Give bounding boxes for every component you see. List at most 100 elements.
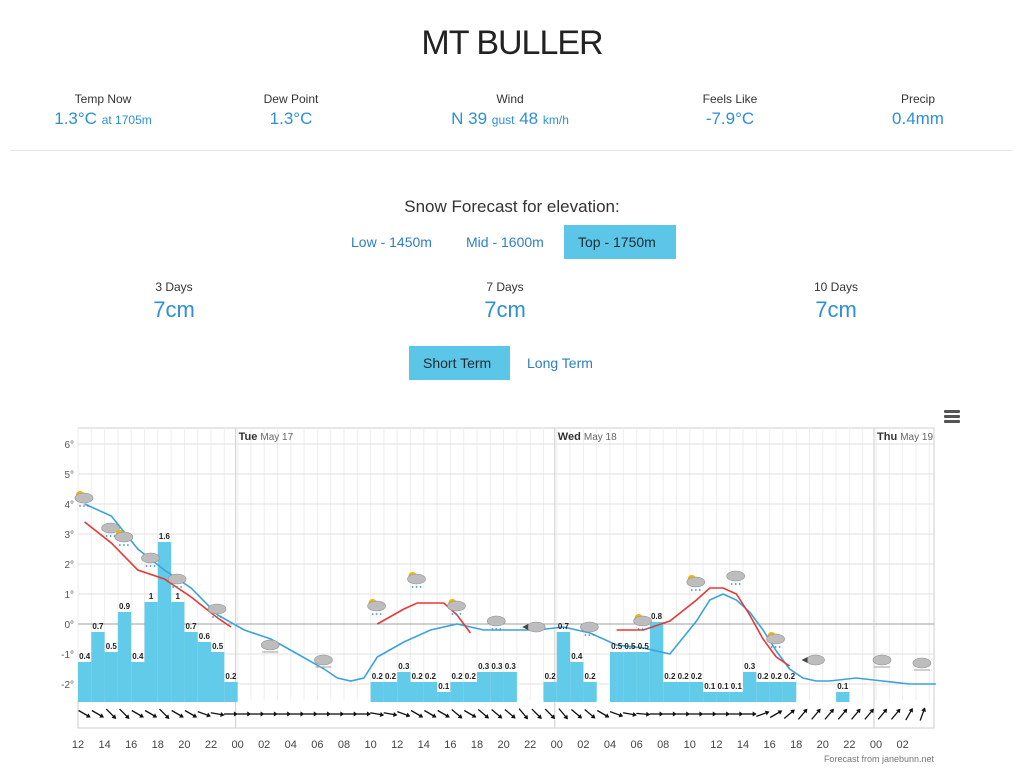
x-tick-label: 08 — [657, 739, 669, 751]
wind-arrow-head — [152, 713, 158, 718]
temp-now-elevation: at 1705m — [101, 113, 152, 127]
wind-arrow-icon — [397, 710, 411, 718]
wind-arrow-head — [327, 711, 332, 717]
partly-sunny-snow-icon — [766, 632, 785, 648]
wind-arrow-icon — [424, 709, 437, 718]
snow-bar — [91, 632, 105, 702]
snowflake-icon — [87, 505, 89, 507]
wind-arrow-head — [418, 713, 424, 718]
snowflake-icon — [149, 565, 152, 567]
snowflake-icon — [774, 646, 777, 648]
snow-bar — [610, 652, 624, 702]
wind-arrow-head — [353, 711, 358, 717]
snow-bar-label: 0.3 — [398, 662, 410, 671]
snowflake-icon — [119, 544, 121, 546]
snow-bar-label: 0.1 — [704, 682, 716, 691]
wind-arrow-head — [111, 714, 117, 719]
cloud-icon — [260, 639, 280, 651]
total-value: 7cm — [153, 297, 195, 322]
wind-arrow-icon — [851, 708, 861, 720]
wind-arrow-icon — [144, 709, 158, 718]
wind-arrow-head — [179, 713, 184, 718]
snow-bar — [782, 682, 797, 702]
wind-arrow-icon — [410, 709, 424, 718]
cloud-icon — [726, 570, 746, 582]
wind-arrow-icon — [317, 711, 332, 717]
y-tick-label: 0° — [64, 620, 74, 631]
wind-gust-label: gust — [491, 113, 515, 127]
chart-credit: Forecast from janebunn.net — [824, 754, 935, 764]
cloud-icon — [114, 531, 134, 543]
total-7-days: 7 Days 7cm — [405, 280, 605, 323]
y-tick-label: 2° — [64, 560, 74, 571]
wind-arrow-head — [712, 711, 717, 717]
snow-bar-label: 0.7 — [558, 622, 570, 631]
snowflake-icon — [645, 628, 648, 630]
snowflake-icon — [495, 628, 498, 630]
snow-bar — [556, 632, 571, 702]
snow-bar-label: 0.1 — [717, 682, 729, 691]
wind-arrow-icon — [662, 711, 677, 717]
stat-label: Wind — [496, 92, 524, 106]
wind-arrow-icon — [544, 708, 556, 719]
snow-bar-label: 0.4 — [132, 652, 144, 661]
total-label: 3 Days — [155, 280, 193, 294]
stat-label: Precip — [900, 92, 935, 106]
tab-mid-elevation[interactable]: Mid - 1600m — [466, 234, 544, 250]
chart-menu-icon[interactable] — [944, 410, 960, 424]
x-tick-label: 14 — [418, 739, 430, 751]
snow-bar-label: 0.9 — [119, 602, 131, 611]
term-tabs: Short Term Long Term — [409, 346, 613, 380]
wind-arrow-head — [497, 714, 503, 719]
wind-arrow-icon — [343, 711, 358, 717]
wind-arrow-head — [563, 714, 568, 720]
wind-arrow-head — [510, 714, 516, 719]
partly-sunny-snow-icon — [367, 599, 386, 615]
wind-arrow-head — [618, 712, 624, 718]
x-tick-label: 04 — [285, 739, 297, 751]
snowflake-icon — [499, 628, 502, 630]
snowflake-icon — [778, 646, 781, 648]
wind-arrow-head — [164, 714, 170, 719]
snowflake-icon — [491, 628, 494, 630]
total-value: 7cm — [815, 297, 857, 322]
cloud-icon — [74, 492, 94, 504]
wind-arrow-icon — [159, 708, 170, 719]
total-value: 7cm — [484, 297, 526, 322]
forecast-heading: Snow Forecast for elevation: — [404, 197, 620, 216]
wind-arrow-head — [829, 708, 834, 714]
wind-arrow-icon — [756, 710, 770, 718]
wind-arrow-head — [672, 711, 677, 717]
snowflake-icon — [690, 589, 693, 591]
wind-arrow-icon — [171, 709, 184, 718]
tab-top-elevation[interactable]: Top - 1750m — [564, 225, 676, 259]
y-tick-label: 5° — [64, 470, 74, 481]
tab-short-term[interactable]: Short Term — [409, 346, 510, 380]
snow-bar-label: 0.7 — [185, 622, 197, 631]
wind-arrow-icon — [877, 708, 888, 720]
snow-bar — [370, 682, 384, 702]
wind-arrow-head — [777, 710, 783, 715]
tab-low-elevation[interactable]: Low - 1450m — [351, 234, 432, 250]
x-tick-label: 16 — [444, 739, 456, 751]
wind-arrow-head — [379, 712, 385, 717]
wind-arrow-head — [139, 713, 144, 718]
y-tick-label: 4° — [64, 500, 74, 511]
y-tick-label: -2° — [61, 680, 74, 691]
snow-bar-label: 0.2 — [425, 672, 437, 681]
cloud-icon — [447, 600, 466, 612]
snow-cloud-icon — [101, 522, 120, 537]
snow-bar — [743, 672, 757, 702]
snowflake-icon — [738, 583, 741, 585]
tab-long-term[interactable]: Long Term — [527, 355, 593, 371]
wind-arrow-icon — [905, 707, 913, 721]
wind-arrow-head — [802, 708, 808, 714]
partly-sunny-snow-icon — [686, 575, 706, 591]
snow-cloud-icon — [207, 603, 227, 618]
wind-arrow-icon — [649, 711, 664, 717]
wind-arrow-icon — [797, 708, 808, 720]
x-tick-label: 22 — [524, 739, 536, 751]
snow-bar-label: 1.6 — [159, 532, 171, 541]
snowflake-icon — [698, 589, 701, 591]
snow-bar — [104, 652, 118, 702]
